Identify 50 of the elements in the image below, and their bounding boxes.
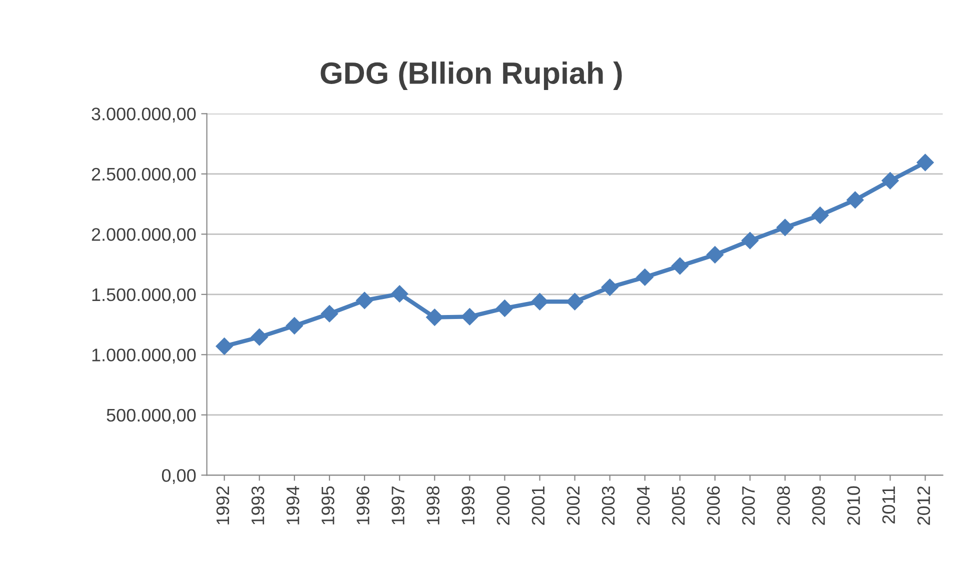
point [566, 293, 584, 310]
x-tick-label: 2009 [812, 486, 825, 525]
point [250, 328, 268, 346]
x-tick-label: 1992 [216, 486, 230, 524]
x-tick-label: 2001 [532, 486, 545, 525]
point [496, 300, 514, 317]
point [882, 172, 899, 190]
point [916, 154, 934, 172]
x-tick-label: 1995 [322, 486, 334, 524]
point [636, 268, 654, 286]
point [286, 317, 303, 334]
y-tick-label: 2.500.000,00 [92, 168, 196, 183]
x-tick-label: 2004 [636, 486, 650, 525]
x-tick-label: 2000 [496, 486, 510, 525]
x-tick-label: 1993 [251, 486, 264, 524]
point [706, 246, 724, 264]
point [391, 285, 408, 302]
point [426, 308, 444, 326]
x-tick-label: 1999 [462, 486, 475, 524]
x-tick-label: 2002 [566, 486, 580, 525]
x-tick-label: 1994 [286, 486, 300, 524]
x-tick-label: 1997 [392, 486, 404, 524]
y-tick-label: 0,00 [162, 469, 196, 484]
y-tick-label: 1.500.000,00 [92, 288, 196, 304]
point [356, 292, 374, 309]
x-tick-label: 2011 [882, 486, 896, 524]
point [216, 338, 233, 355]
point [601, 278, 618, 296]
point [461, 308, 478, 326]
point [531, 293, 548, 310]
y-tick-label: 3.000.000,00 [92, 108, 196, 123]
x-tick-label: 2008 [777, 486, 790, 525]
point [741, 232, 759, 250]
x-tick-label: 1998 [426, 486, 440, 524]
y-tick-label: 1.000.000,00 [92, 348, 196, 364]
x-tick-label: 2007 [742, 486, 755, 525]
point [320, 305, 338, 322]
point [846, 191, 864, 209]
x-tick-label: 2010 [847, 486, 860, 525]
x-tick-label: 2005 [672, 486, 685, 525]
chart-title: GDG (Bllion Rupiah ) [320, 62, 622, 90]
x-tick-label: 2003 [602, 486, 615, 525]
x-tick-label: 2006 [707, 486, 720, 525]
y-tick-label: 500.000,00 [106, 408, 196, 424]
x-tick-label: 2012 [917, 486, 930, 525]
point [671, 257, 688, 275]
y-tick-label: 2.000.000,00 [92, 228, 196, 244]
point [776, 218, 794, 236]
point [812, 206, 829, 224]
x-tick-label: 1996 [356, 486, 370, 524]
